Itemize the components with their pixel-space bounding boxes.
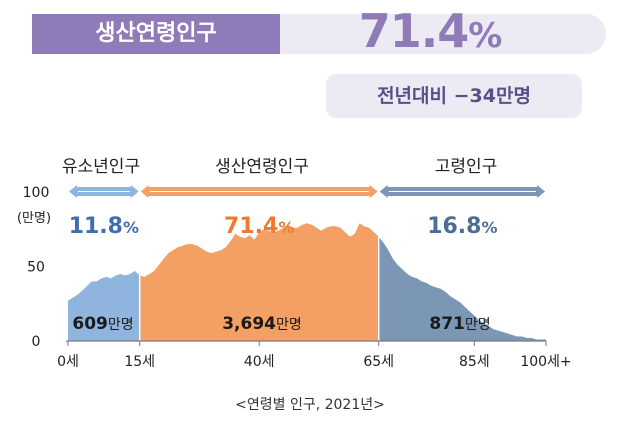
group-total-label: 3,694만명 (222, 314, 302, 334)
y-tick-label: 50 (27, 260, 45, 276)
range-arrow-left (379, 185, 388, 198)
area-segment-0 (68, 270, 140, 341)
range-arrow-right (369, 185, 378, 198)
x-tick-label: 15세 (124, 354, 155, 370)
header-value-number: 71.4 (358, 4, 469, 58)
y-axis-unit: (만명) (17, 211, 51, 226)
header-label: 생산연령인구 (32, 14, 280, 54)
range-arrow-right (537, 185, 545, 198)
chart-caption: <연령별 인구, 2021년> (235, 397, 385, 413)
range-arrow-left (69, 185, 77, 198)
header-value-unit: % (468, 16, 502, 56)
x-tick-label: 40세 (244, 354, 275, 370)
header-value: 71.4% (300, 0, 560, 62)
group-share-value: 71.4% (224, 214, 294, 239)
group-total-label: 871만명 (429, 314, 490, 334)
group-share-value: 11.8% (69, 214, 139, 239)
x-tick-label: 85세 (459, 354, 490, 370)
header-value-pill (262, 14, 606, 54)
x-tick-label: 65세 (363, 354, 394, 370)
group-name-label: 유소년인구 (62, 157, 140, 177)
x-tick-label: 0세 (57, 354, 79, 370)
y-tick-label: 100 (23, 185, 50, 201)
group-total-label: 609만명 (72, 314, 133, 334)
group-name-label: 고령인구 (435, 157, 498, 177)
x-tick-label: 100세+ (520, 354, 571, 370)
area-segment-1 (139, 223, 379, 341)
group-name-label: 생산연령인구 (215, 157, 309, 177)
range-arrow-left (140, 185, 149, 198)
area-segment-2 (378, 236, 546, 341)
y-tick-label: 0 (32, 334, 41, 350)
year-change-badge: 전년대비 −34만명 (326, 74, 582, 118)
group-share-value: 16.8% (427, 214, 497, 239)
range-arrow-right (130, 185, 139, 198)
